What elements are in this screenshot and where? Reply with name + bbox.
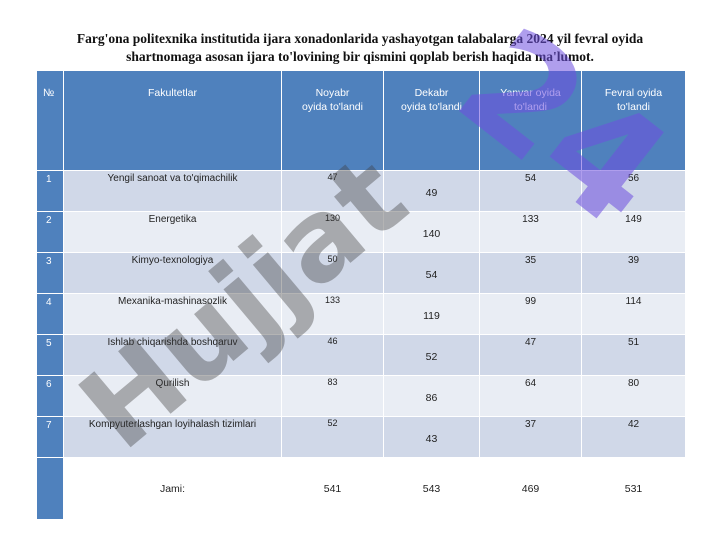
- row-number: 3: [36, 252, 64, 294]
- december-value: 52: [383, 334, 480, 376]
- table-row: 6 Qurilish 83 86 64 80: [36, 375, 686, 417]
- header-faculty: Fakultetlar: [63, 70, 282, 171]
- december-value: 140: [383, 211, 480, 253]
- january-value: 54: [479, 170, 582, 212]
- faculty-name: Ishlab chiqarishda boshqaruv: [63, 334, 282, 376]
- january-value: 133: [479, 211, 582, 253]
- total-number-cell: [36, 457, 64, 520]
- table-row: 3 Kimyo-texnologiya 50 54 35 39: [36, 252, 686, 294]
- december-value: 49: [383, 170, 480, 212]
- december-value: 86: [383, 375, 480, 417]
- december-value: 54: [383, 252, 480, 294]
- february-value: 42: [581, 416, 686, 458]
- november-value: 47: [281, 170, 384, 212]
- document-title: Farg'ona politexnika institutida ijara x…: [76, 31, 644, 64]
- january-value: 47: [479, 334, 582, 376]
- header-november-line1: Noyabr: [315, 87, 350, 99]
- row-number: 6: [36, 375, 64, 417]
- february-value: 80: [581, 375, 686, 417]
- faculty-name: Kompyuterlashgan loyihalash tizimlari: [63, 416, 282, 458]
- header-december: Dekabr oyida to'landi: [383, 70, 480, 171]
- november-value: 133: [281, 293, 384, 335]
- table-row: 2 Energetika 130 140 133 149: [36, 211, 686, 253]
- header-february-line1: Fevral oyida: [604, 87, 663, 99]
- header-number: №: [36, 70, 64, 171]
- row-number: 4: [36, 293, 64, 335]
- row-number: 2: [36, 211, 64, 253]
- total-december: 543: [383, 457, 480, 520]
- header-november: Noyabr oyida to'landi: [281, 70, 384, 171]
- november-value: 46: [281, 334, 384, 376]
- january-value: 35: [479, 252, 582, 294]
- row-number: 5: [36, 334, 64, 376]
- header-january: Yanvar oyida to'landi: [479, 70, 582, 171]
- table-row: 4 Mexanika-mashinasozlik 133 119 99 114: [36, 293, 686, 335]
- header-january-line2: to'landi: [514, 101, 547, 113]
- january-value: 64: [479, 375, 582, 417]
- header-february-line2: to'landi: [617, 101, 650, 113]
- total-label: Jami:: [63, 457, 282, 520]
- faculty-name: Kimyo-texnologiya: [63, 252, 282, 294]
- header-january-line1: Yanvar oyida: [500, 87, 561, 99]
- table-row: 5 Ishlab chiqarishda boshqaruv 46 52 47 …: [36, 334, 686, 376]
- february-value: 149: [581, 211, 686, 253]
- header-november-line2: oyida to'landi: [302, 101, 363, 113]
- december-value: 43: [383, 416, 480, 458]
- november-value: 130: [281, 211, 384, 253]
- table-row: 7 Kompyuterlashgan loyihalash tizimlari …: [36, 416, 686, 458]
- february-value: 51: [581, 334, 686, 376]
- january-value: 37: [479, 416, 582, 458]
- november-value: 83: [281, 375, 384, 417]
- november-value: 50: [281, 252, 384, 294]
- december-value: 119: [383, 293, 480, 335]
- february-value: 114: [581, 293, 686, 335]
- faculty-name: Yengil sanoat va to'qimachilik: [63, 170, 282, 212]
- november-value: 52: [281, 416, 384, 458]
- header-december-line2: oyida to'landi: [401, 101, 462, 113]
- row-number: 7: [36, 416, 64, 458]
- total-january: 469: [479, 457, 582, 520]
- header-december-line1: Dekabr: [414, 87, 449, 99]
- row-number: 1: [36, 170, 64, 212]
- faculty-name: Mexanika-mashinasozlik: [63, 293, 282, 335]
- payments-table: № Fakultetlar Noyabr oyida to'landi Dekab…: [36, 70, 686, 520]
- header-february: Fevral oyida to'landi: [581, 70, 686, 171]
- table-row: 1 Yengil sanoat va to'qimachilik 47 49 5…: [36, 170, 686, 212]
- february-value: 39: [581, 252, 686, 294]
- total-row: Jami: 541 543 469 531: [36, 457, 686, 520]
- total-november: 541: [281, 457, 384, 520]
- table-header-row: № Fakultetlar Noyabr oyida to'landi Dekab…: [36, 70, 686, 171]
- february-value: 56: [581, 170, 686, 212]
- faculty-name: Qurilish: [63, 375, 282, 417]
- january-value: 99: [479, 293, 582, 335]
- faculty-name: Energetika: [63, 211, 282, 253]
- total-february: 531: [581, 457, 686, 520]
